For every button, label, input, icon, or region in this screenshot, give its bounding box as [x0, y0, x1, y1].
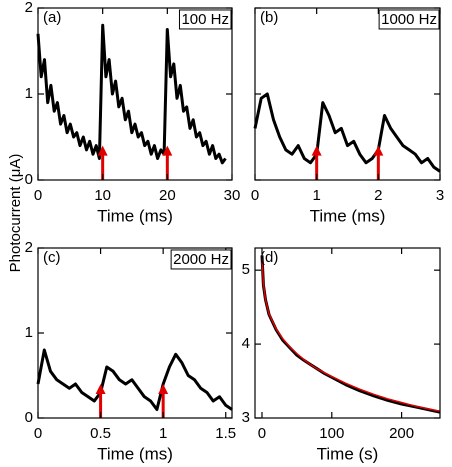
frequency-label: 2000 Hz [173, 251, 229, 268]
frequency-label: 100 Hz [181, 11, 229, 28]
arrow-head [97, 145, 108, 156]
plot-frame [254, 247, 441, 419]
x-tick-label: 20 [159, 187, 176, 204]
panel-label: (c) [43, 249, 61, 266]
x-tick-label: 0 [251, 187, 259, 204]
x-axis-label: Time (s) [317, 444, 379, 463]
x-axis-label: Time (ms) [97, 206, 173, 225]
x-tick-label: 0 [258, 425, 266, 442]
x-tick-label: 100 [319, 425, 344, 442]
arrow-head [311, 145, 322, 156]
x-tick-label: 0 [34, 187, 42, 204]
data-line [36, 23, 227, 165]
data-line [36, 348, 233, 411]
y-axis-label: Photocurrent (μA) [7, 154, 24, 273]
panel-label: (a) [43, 9, 61, 26]
x-tick-label: 1.5 [215, 425, 236, 442]
arrow-head [373, 145, 384, 156]
arrow-head [162, 145, 173, 156]
y-tick-label: 0 [25, 409, 33, 426]
x-axis-label: Time (ms) [97, 444, 173, 463]
x-tick-label: 10 [94, 187, 111, 204]
plot-frame [37, 7, 233, 181]
frequency-box [378, 9, 440, 30]
plot-frame [37, 247, 233, 419]
x-axis-label: Time (ms) [310, 206, 386, 225]
plot-frame [254, 7, 441, 181]
x-tick-label: 1 [159, 425, 167, 442]
arrow-head [158, 384, 169, 394]
y-tick-label: 1 [25, 324, 33, 341]
panel-label: (d) [260, 249, 278, 266]
data-line [253, 92, 441, 173]
x-tick-label: 200 [389, 425, 414, 442]
panel-label: (b) [260, 9, 278, 26]
data-line [261, 259, 441, 413]
frequency-box [178, 9, 232, 30]
arrow-head [95, 384, 106, 394]
frequency-label: 1000 Hz [381, 11, 437, 28]
y-tick-label: 2 [25, 239, 33, 256]
frequency-box [170, 249, 232, 270]
x-tick-label: 30 [224, 187, 241, 204]
y-tick-label: 4 [242, 335, 250, 352]
x-tick-label: 2 [374, 187, 382, 204]
x-tick-label: 1 [312, 187, 320, 204]
y-tick-label: 3 [242, 409, 250, 426]
x-tick-label: 0 [34, 425, 42, 442]
x-tick-label: 0.5 [90, 425, 111, 442]
data-line [260, 255, 441, 414]
x-tick-label: 3 [436, 187, 444, 204]
y-tick-label: 0 [25, 171, 33, 188]
y-tick-label: 5 [242, 261, 250, 278]
y-tick-label: 1 [25, 85, 33, 102]
y-tick-label: 2 [25, 0, 33, 16]
